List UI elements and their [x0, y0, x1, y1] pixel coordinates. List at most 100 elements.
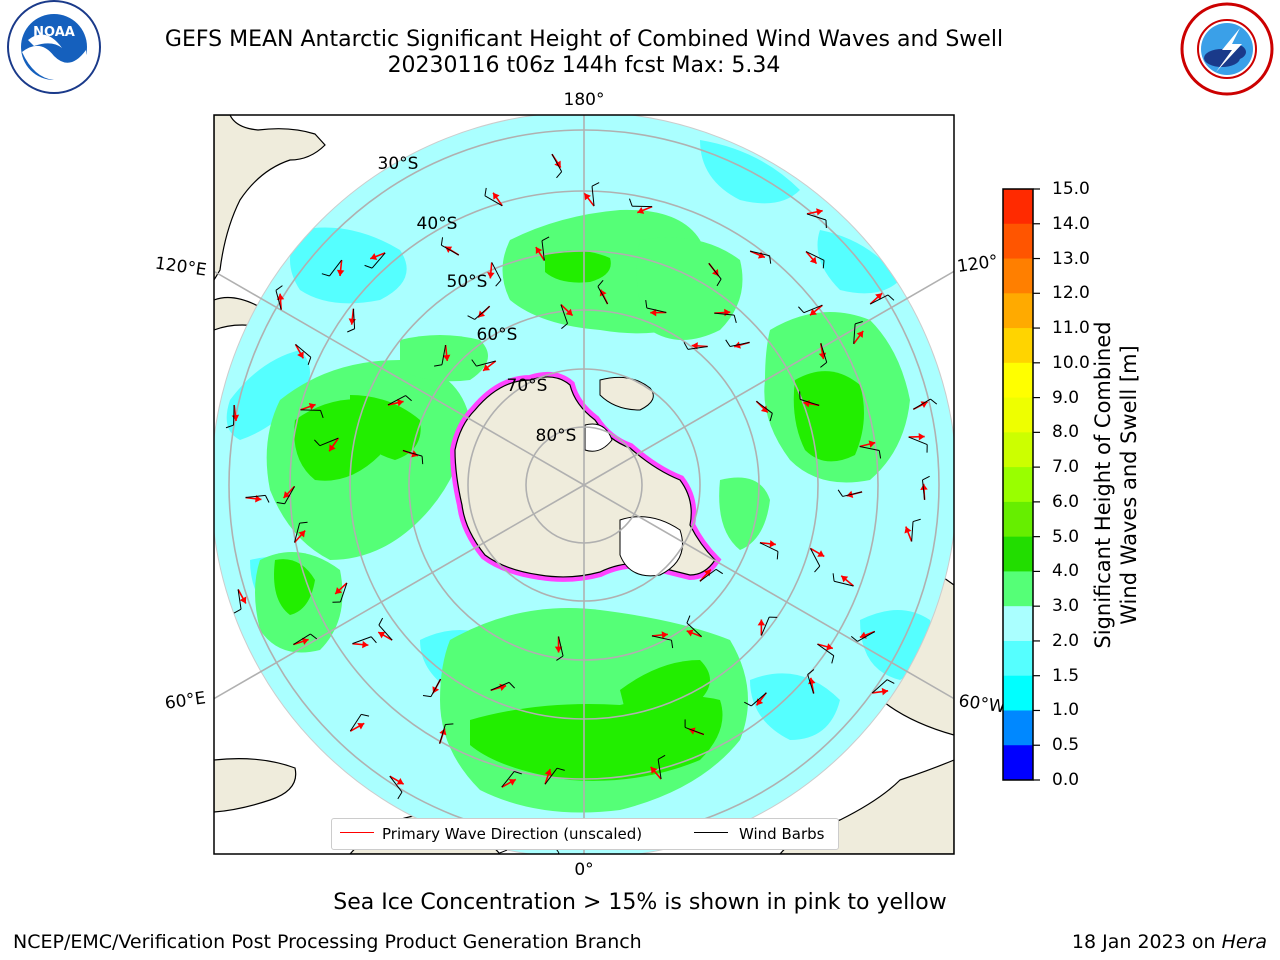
wave-arrowhead	[904, 526, 912, 534]
wave-arrowhead	[769, 540, 776, 548]
wind-barb-staff	[371, 252, 386, 269]
wind-barb-feather	[832, 573, 835, 582]
wind-barb-staff	[687, 346, 708, 350]
colorbar-tick-label: 11.0	[1052, 318, 1090, 339]
wind-barb-staff	[807, 674, 815, 694]
wind-barb-feather	[321, 273, 330, 277]
wind-barb-staff	[871, 679, 888, 694]
wind-barb-staff	[402, 450, 423, 457]
colorbar-segment	[1003, 397, 1033, 433]
wind-barb-staff	[295, 344, 312, 358]
wind-barb-feather	[645, 299, 648, 309]
wind-barb-feather	[715, 568, 724, 575]
colorbar-tick-label: 0.5	[1052, 735, 1080, 756]
lat-label-70s: 70°S	[507, 376, 548, 396]
wave-arrowhead	[650, 766, 658, 774]
wave-arrowhead	[308, 402, 316, 411]
credit-branch: NCEP/EMC/Verification Post Processing Pr…	[13, 931, 642, 953]
wind-barb-staff	[284, 486, 295, 505]
lat-label-80s: 80°S	[536, 426, 577, 446]
wind-barb-staff	[389, 775, 403, 793]
wave-arrowhead	[918, 432, 925, 441]
credit-machine: Hera	[1221, 931, 1267, 953]
wind-barb-feather	[798, 306, 805, 313]
wind-barb-feather	[434, 364, 443, 367]
wind-barb-staff	[859, 446, 880, 452]
colorbar-segment	[1003, 293, 1033, 329]
wind-barb-staff	[558, 636, 564, 657]
wind-barb-feather	[508, 682, 516, 689]
wind-barbs	[225, 153, 938, 854]
lon-label-60e: 60°E	[164, 688, 207, 713]
wind-barb-feather	[854, 321, 863, 325]
wind-barb-feather	[686, 615, 691, 624]
wind-barb-feather	[886, 679, 895, 684]
colorbar-title-line2: Wind Waves and Swell [m]	[1117, 345, 1141, 625]
wind-barb-staff	[349, 714, 362, 732]
wind-barb-feather	[725, 339, 731, 347]
lon-label-120w: 120°	[956, 251, 999, 277]
wind-barb-feather	[397, 791, 403, 800]
colorbar	[1002, 188, 1040, 781]
meridian-line	[214, 484, 585, 700]
wave-direction-legend-swatch	[340, 832, 374, 833]
wave-arrowhead	[378, 631, 386, 639]
wind-barb-staff	[439, 724, 446, 744]
wave-direction-legend-label: Primary Wave Direction (unscaled)	[382, 825, 643, 843]
credit-date: 18 Jan 2023 on Hera	[1072, 931, 1267, 953]
colorbar-tick-label: 12.0	[1052, 283, 1090, 304]
wind-barb-feather	[495, 279, 502, 287]
wind-barb-feather	[421, 456, 424, 465]
noaa-logo-text: NOAA	[33, 25, 75, 40]
wind-barb-staff	[817, 643, 835, 657]
wind-barb-feather	[233, 608, 242, 614]
wind-barb-feather	[597, 280, 604, 287]
wind-barb-staff	[474, 305, 490, 320]
colorbar-segment	[1003, 571, 1033, 607]
wind-barb-feather	[657, 754, 666, 760]
noaa-logo: NOAA	[7, 0, 101, 94]
wind-barb-staff	[869, 294, 889, 305]
wave-arrowhead	[920, 401, 928, 409]
wind-barb-legend-swatch	[694, 832, 728, 833]
wind-barb-staff	[686, 622, 702, 637]
wind-barb-staff	[699, 568, 717, 582]
colorbar-tick-label: 2.0	[1052, 630, 1080, 651]
wave-arrowhead	[298, 530, 306, 538]
wind-barb-legend-label: Wind Barbs	[739, 825, 825, 843]
wind-barb-feather	[264, 495, 270, 503]
wind-barb-staff	[233, 405, 235, 426]
wind-barb-feather	[405, 395, 412, 402]
wave-arrowhead	[817, 550, 825, 557]
wind-barb-staff	[760, 616, 770, 636]
wind-barb-feather	[225, 424, 234, 429]
wind-barb-feather	[440, 237, 444, 246]
wind-barb-feather	[541, 236, 550, 242]
lat-label-40s: 40°S	[417, 214, 458, 234]
wind-barb-feather	[850, 635, 858, 642]
wind-barb-staff	[833, 580, 854, 587]
sea-ice-note: Sea Ice Concentration > 15% is shown in …	[333, 890, 947, 915]
lon-label-120e: 120°E	[154, 254, 208, 281]
wind-barb-feather	[837, 489, 844, 497]
wind-barb-staff	[319, 437, 339, 447]
wave-arrowhead	[826, 643, 833, 651]
wave-arrowhead	[335, 587, 343, 594]
map-legend: Primary Wave Direction (unscaled) Wind B…	[331, 818, 839, 850]
colorbar-tick-label: 7.0	[1052, 457, 1080, 478]
wave-arrowhead	[544, 769, 552, 776]
wind-barb-staff	[751, 692, 767, 707]
colorbar-tick-label: 5.0	[1052, 526, 1080, 547]
wave-arrowhead	[508, 779, 516, 786]
wind-barb-feather	[307, 357, 312, 365]
wind-barb-staff	[541, 240, 545, 261]
wind-barb-staff	[387, 395, 406, 406]
wind-barb-feather	[822, 260, 825, 269]
wave-arrowhead	[637, 206, 645, 214]
wind-barb-staff	[806, 213, 827, 221]
colorbar-tick-label: 3.0	[1052, 596, 1080, 617]
wave-arrowhead	[650, 308, 657, 317]
wave-arrowhead	[881, 687, 889, 696]
wind-barb-feather	[922, 475, 930, 481]
wave-arrowhead	[535, 247, 543, 255]
